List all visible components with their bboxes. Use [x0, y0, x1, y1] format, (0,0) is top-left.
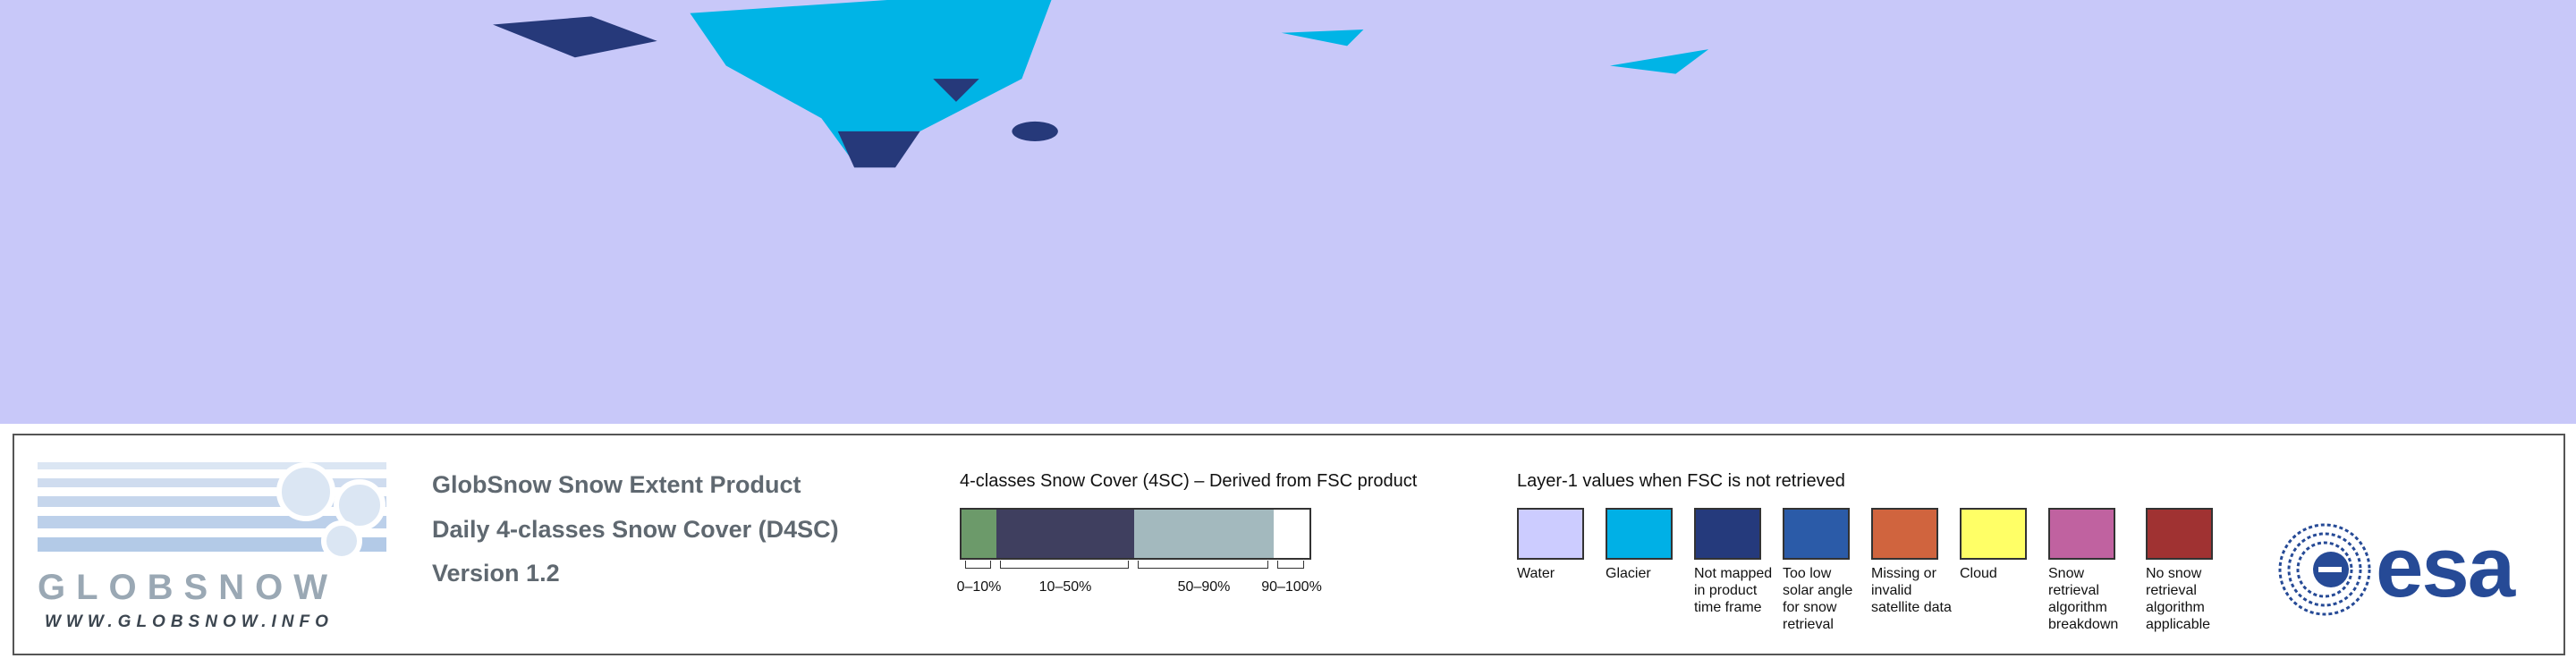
layer1-swatch [1960, 508, 2027, 560]
fsc-swatch [1274, 510, 1309, 558]
fsc-bracket [1138, 561, 1268, 569]
layer1-swatch [1783, 508, 1850, 560]
layer1-swatch [1606, 508, 1673, 560]
layer1-label: Not mapped in product time frame [1694, 566, 1773, 615]
layer1-item: Glacier [1606, 508, 1690, 582]
layer1-item: Missing or invalid satellite data [1871, 508, 1956, 616]
layer1-item: Not mapped in product time frame [1694, 508, 1779, 616]
fsc-swatch [1134, 510, 1274, 558]
product-title: GlobSnow Snow Extent Product [432, 471, 801, 498]
layer1-swatch [1694, 508, 1761, 560]
esa-emblem [2278, 523, 2371, 616]
fsc-class-label: 90–100% [1261, 579, 1322, 595]
map [0, 0, 2576, 424]
layer1-swatch [1871, 508, 1938, 560]
fsc-legend-title: 4-classes Snow Cover (4SC) – Derived fro… [960, 471, 1418, 491]
fsc-bracket [965, 561, 991, 569]
layer1-label: Cloud [1960, 566, 1997, 581]
logo-url: WWW.GLOBSNOW.INFO [45, 612, 334, 631]
layer1-item: Water [1517, 508, 1602, 582]
fsc-swatch [962, 510, 996, 558]
fsc-class-label: 10–50% [1038, 579, 1092, 595]
layer1-legend-title: Layer-1 values when FSC is not retrieved [1517, 471, 1845, 491]
layer1-label: Missing or invalid satellite data [1871, 566, 1952, 615]
layer1-swatch [2146, 508, 2213, 560]
fsc-class-label: 50–90% [1177, 579, 1231, 595]
layer1-swatch [2048, 508, 2115, 560]
layer1-swatch [1517, 508, 1584, 560]
sea-detail [493, 0, 1709, 365]
layer1-label: Too low solar angle for snow retrieval [1783, 566, 1853, 632]
logo-wordmark: GLOBSNOW [38, 568, 338, 607]
layer1-label: Water [1517, 566, 1555, 581]
layer1-label: No snow retrieval algorithm applicable [2146, 566, 2211, 632]
logo-graphic [38, 462, 386, 561]
product-version: Version 1.2 [432, 560, 560, 587]
product-subtitle: Daily 4-classes Snow Cover (D4SC) [432, 516, 839, 543]
layer1-item: Cloud [1960, 508, 2045, 582]
fsc-swatch [996, 510, 1134, 558]
esa-logo: esa [2376, 519, 2515, 615]
fsc-bar [960, 508, 1311, 560]
layer1-item: Too low solar angle for snow retrieval [1783, 508, 1868, 633]
ocean [0, 0, 2576, 424]
layer1-label: Glacier [1606, 566, 1651, 581]
layer1-label: Snow retrieval algorithm breakdown [2048, 566, 2119, 632]
layer1-item: Snow retrieval algorithm breakdown [2048, 508, 2133, 633]
layer1-item: No snow retrieval algorithm applicable [2146, 508, 2231, 633]
fsc-class-label: 0–10% [956, 579, 1002, 595]
legend-panel: GLOBSNOW WWW.GLOBSNOW.INFO GlobSnow Snow… [13, 434, 2565, 655]
fsc-bracket [1000, 561, 1129, 569]
fsc-bracket [1277, 561, 1304, 569]
